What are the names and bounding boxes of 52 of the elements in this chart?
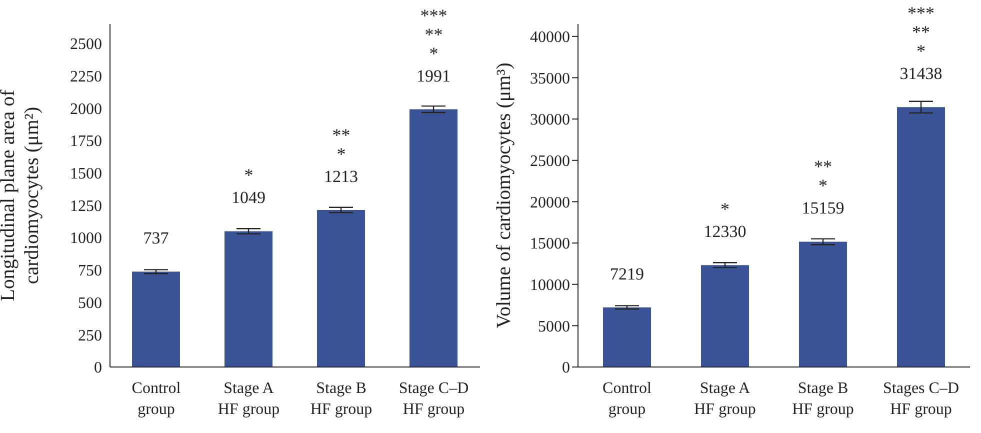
y-tick-label: 35000 [530, 70, 570, 88]
annotation: *** ** * [908, 3, 934, 62]
x-tick-label: Control group [602, 380, 652, 418]
bar [799, 242, 847, 367]
y-tick-label: 500 [78, 294, 102, 312]
data-label: 31438 [900, 64, 942, 84]
y-tick-label: 1250 [70, 198, 102, 215]
y-tick-label: 2250 [70, 68, 102, 86]
bar [317, 210, 365, 367]
y-axis-title: Volume of cardiomyocytes (μm³) [493, 62, 515, 328]
data-label: 737 [143, 228, 170, 248]
annotation: *** ** * [420, 5, 448, 64]
y-tick-label: 2000 [70, 100, 102, 118]
y-tick-label: 1500 [70, 166, 102, 183]
x-tick-label: Stage C–D HF group [398, 380, 469, 418]
data-label: 1049 [232, 188, 266, 208]
bar [410, 109, 458, 367]
x-tick-label: Stage A HF group [694, 380, 756, 418]
y-tick-label: 40000 [530, 29, 570, 46]
y-tick-label: 1000 [70, 230, 102, 248]
x-tick-label: Stages C–D HF group [883, 380, 959, 418]
y-axis-title: Longitudinal plane area of cardiomyocytes (μm²) [0, 89, 43, 302]
x-tick-label: Stage B HF group [310, 380, 372, 418]
bar [603, 307, 651, 367]
bar [224, 231, 272, 367]
bar [132, 272, 180, 367]
data-label: 1991 [416, 66, 450, 86]
y-tick-label: 0 [562, 360, 570, 377]
y-tick-label: 30000 [530, 112, 570, 129]
x-tick-label: Stage A HF group [218, 380, 280, 418]
annotation: ** * [332, 124, 350, 164]
bar [701, 265, 749, 367]
y-tick-label: 0 [94, 360, 102, 377]
y-tick-label: 1750 [70, 133, 102, 150]
y-tick-label: 10000 [530, 277, 570, 294]
y-tick-label: 2500 [70, 36, 102, 54]
y-tick-label: 20000 [530, 194, 570, 212]
y-tick-label: 25000 [530, 153, 570, 170]
data-label: 15159 [802, 198, 844, 218]
data-label: 7219 [610, 264, 644, 284]
annotation: * [244, 165, 254, 186]
y-tick-label: 250 [78, 327, 102, 344]
x-tick-label: Stage B HF group [792, 380, 854, 418]
bar [897, 107, 945, 367]
data-label: 12330 [704, 222, 746, 242]
y-tick-label: 750 [78, 262, 102, 280]
x-tick-label: Control group [132, 380, 182, 418]
y-tick-label: 5000 [538, 318, 570, 336]
annotation: * [720, 199, 730, 220]
annotation: ** * [814, 156, 832, 196]
data-label: 1213 [324, 166, 358, 186]
y-tick-label: 15000 [530, 236, 570, 253]
